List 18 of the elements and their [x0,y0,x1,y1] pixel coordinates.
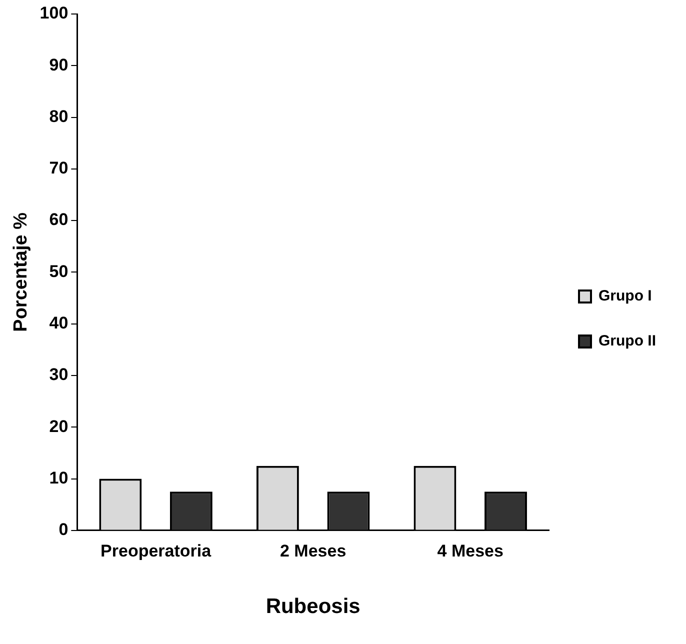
y-tick-label: 100 [40,4,68,23]
x-tick-label: 2 Meses [280,541,346,560]
y-tick-label: 0 [58,520,68,540]
y-tick-label: 30 [49,365,68,384]
legend-label: Grupo I [598,288,652,305]
y-tick-label: 10 [49,468,68,488]
y-tick-label: 60 [49,210,68,230]
legend-label: Grupo II [598,332,656,350]
y-axis-title: Porcentaje % [10,212,32,332]
x-tick-label: Preoperatoria [100,541,212,560]
y-tick-label: 90 [49,55,68,74]
y-tick-label: 50 [49,262,68,281]
y-tick-label: 70 [49,158,68,178]
x-tick-label: 4 Meses [437,541,504,560]
y-tick-label: 20 [49,416,68,436]
y-tick-label: 80 [49,106,68,126]
y-tick-label: 40 [49,314,68,333]
x-axis-title: Rubeosis [266,595,360,618]
